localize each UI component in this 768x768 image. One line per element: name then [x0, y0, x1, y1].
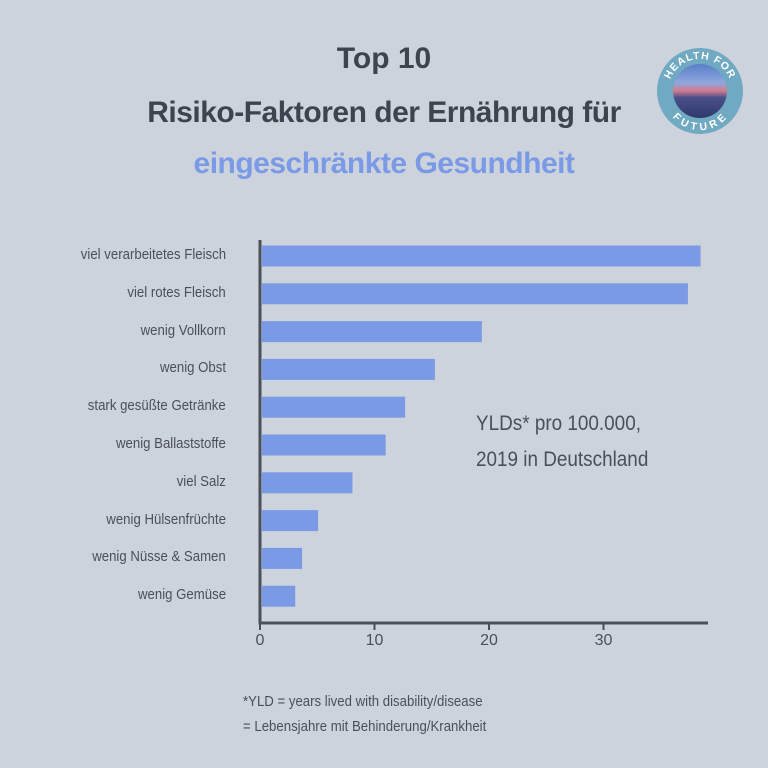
category-label: viel rotes Fleisch: [127, 283, 226, 301]
category-label: wenig Hülsenfrüchte: [106, 510, 226, 528]
category-label: viel verarbeitetes Fleisch: [80, 246, 226, 263]
annotation-line-2: 2019 in Deutschland: [476, 448, 649, 471]
category-label: wenig Gemüse: [137, 586, 226, 604]
bar: [262, 245, 701, 267]
x-tick-label: 10: [365, 632, 384, 649]
bar: [262, 321, 482, 343]
health-for-future-logo: HEALTH FOR FUTURE: [656, 47, 744, 135]
bar: [262, 283, 688, 305]
bar: [262, 434, 386, 456]
bar: [262, 585, 296, 607]
bar: [262, 358, 435, 380]
category-label: wenig Ballaststoffe: [116, 435, 226, 452]
category-label: wenig Nüsse & Samen: [92, 548, 226, 566]
bar: [262, 547, 303, 569]
title-line-3: eingeschränkte Gesundheit: [193, 147, 575, 180]
title-line-1: Top 10: [336, 42, 432, 75]
footnote-line-2: = Lebensjahre mit Behinderung/Krankheit: [243, 718, 487, 735]
category-label: viel Salz: [176, 472, 226, 490]
category-label: stark gesüßte Getränke: [88, 397, 226, 415]
x-tick-label: 30: [594, 632, 613, 649]
category-label: wenig Obst: [159, 359, 226, 377]
footnote-line-1: *YLD = years lived with disability/disea…: [243, 693, 483, 710]
x-tick-label: 0: [255, 632, 265, 649]
annotation-line-1: YLDs* pro 100.000,: [476, 412, 641, 435]
bar: [262, 472, 353, 494]
bar: [262, 396, 406, 418]
bar: [262, 510, 319, 532]
category-label: wenig Vollkorn: [140, 321, 226, 339]
title-line-2: Risiko-Faktoren der Ernährung für: [147, 96, 621, 129]
x-tick-label: 20: [480, 632, 498, 649]
